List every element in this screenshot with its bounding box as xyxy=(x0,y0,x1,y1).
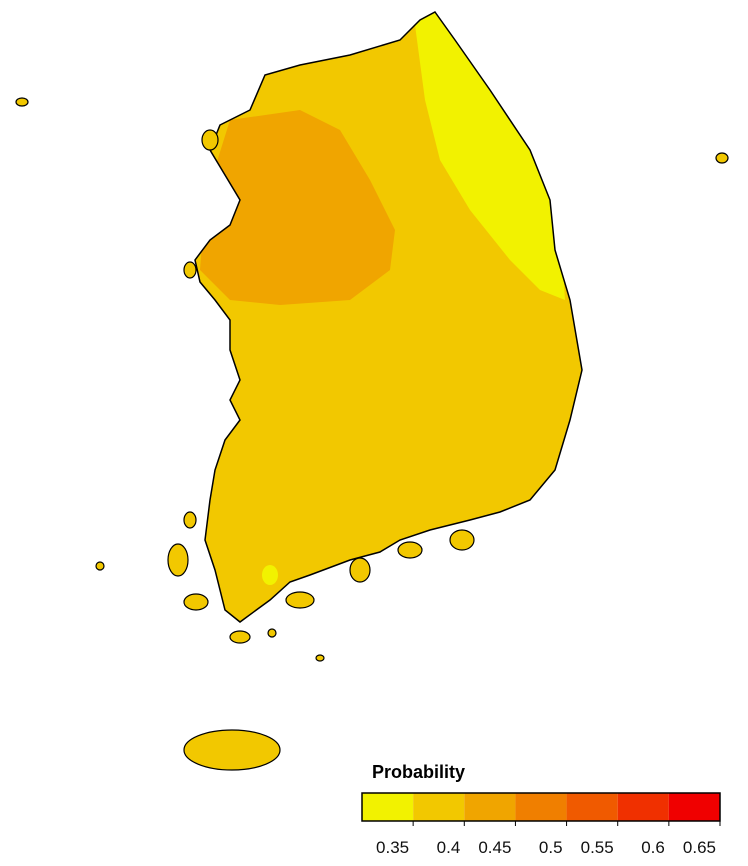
region-fill xyxy=(200,110,395,305)
legend-swatch xyxy=(515,793,567,821)
island xyxy=(183,729,281,771)
legend-title: Probability xyxy=(372,762,465,782)
region-fill xyxy=(415,12,565,300)
legend-tick-label: 0.5 xyxy=(539,838,563,857)
map xyxy=(15,11,729,771)
island xyxy=(397,541,423,559)
island xyxy=(183,511,197,529)
legend-tick-label: 0.4 xyxy=(437,838,461,857)
region-fill xyxy=(195,12,582,622)
island xyxy=(315,654,325,662)
island xyxy=(449,529,475,551)
legend-tick-label: 0.55 xyxy=(581,838,614,857)
legend-swatch xyxy=(362,793,414,821)
region-fill xyxy=(262,565,278,585)
legend-swatch xyxy=(617,793,669,821)
legend-swatch xyxy=(668,793,720,821)
legend-tick-label: 0.65 xyxy=(683,838,716,857)
island xyxy=(201,129,219,151)
island xyxy=(349,557,371,583)
island xyxy=(95,561,105,571)
legend-swatch xyxy=(566,793,618,821)
island xyxy=(229,630,251,644)
legend-swatch xyxy=(413,793,465,821)
legend-tick-label: 0.35 xyxy=(376,838,409,857)
island xyxy=(267,628,277,638)
legend-tick-label: 0.45 xyxy=(478,838,511,857)
island xyxy=(285,591,315,609)
legend-swatch xyxy=(464,793,516,821)
island xyxy=(715,152,729,164)
legend-frame xyxy=(361,792,721,822)
island xyxy=(167,543,189,577)
island xyxy=(15,97,29,107)
island xyxy=(183,261,197,279)
legend-tick-label: 0.6 xyxy=(641,838,665,857)
island xyxy=(183,593,209,611)
legend: Probability 0.35 0.4 0.45 0.5 0.55 0.6 0.65 xyxy=(361,762,721,857)
